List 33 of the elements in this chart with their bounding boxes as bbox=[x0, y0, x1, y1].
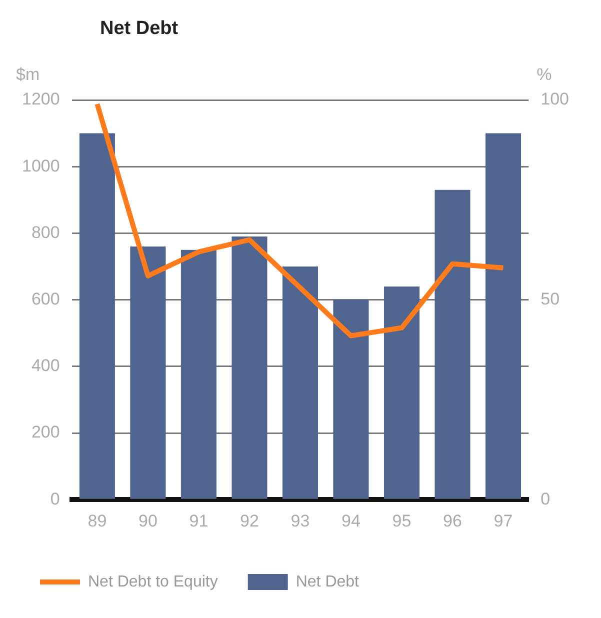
bar bbox=[130, 246, 166, 499]
x-tick-label: 96 bbox=[443, 511, 462, 530]
x-tick-label: 93 bbox=[290, 511, 310, 530]
x-tick-label: 97 bbox=[494, 511, 513, 530]
bar bbox=[485, 133, 522, 499]
bar bbox=[434, 190, 470, 499]
x-tick-label: 92 bbox=[240, 511, 259, 530]
y-tick-label: 0 bbox=[50, 489, 60, 508]
y2-axis-title: % bbox=[536, 65, 552, 84]
x-tick-label: 91 bbox=[189, 511, 208, 530]
y-tick-label: 1200 bbox=[22, 90, 60, 109]
legend-label: Net Debt to Equity bbox=[88, 573, 218, 590]
x-tick-label: 90 bbox=[138, 511, 158, 530]
y-axis-title: $m bbox=[16, 65, 40, 84]
y-tick-label: 600 bbox=[31, 289, 60, 308]
chart-title: Net Debt bbox=[100, 18, 178, 40]
x-tick-label: 89 bbox=[88, 511, 107, 530]
legend-label: Net Debt bbox=[296, 573, 360, 590]
bar bbox=[333, 300, 369, 499]
bar bbox=[232, 236, 268, 499]
bar bbox=[384, 286, 420, 499]
x-tick-label: 95 bbox=[392, 511, 412, 530]
y2-tick-label: 100 bbox=[540, 90, 570, 109]
bar bbox=[180, 250, 216, 499]
y-tick-label: 1000 bbox=[22, 156, 60, 176]
y-tick-label: 400 bbox=[31, 356, 60, 376]
bar bbox=[79, 133, 115, 499]
x-tick-label: 94 bbox=[342, 511, 360, 530]
bar bbox=[282, 266, 318, 499]
y-tick-label: 200 bbox=[31, 422, 60, 442]
y-tick-label: 800 bbox=[31, 222, 60, 242]
y2-tick-label: 0 bbox=[540, 489, 550, 508]
y2-tick-label: 50 bbox=[540, 289, 560, 308]
